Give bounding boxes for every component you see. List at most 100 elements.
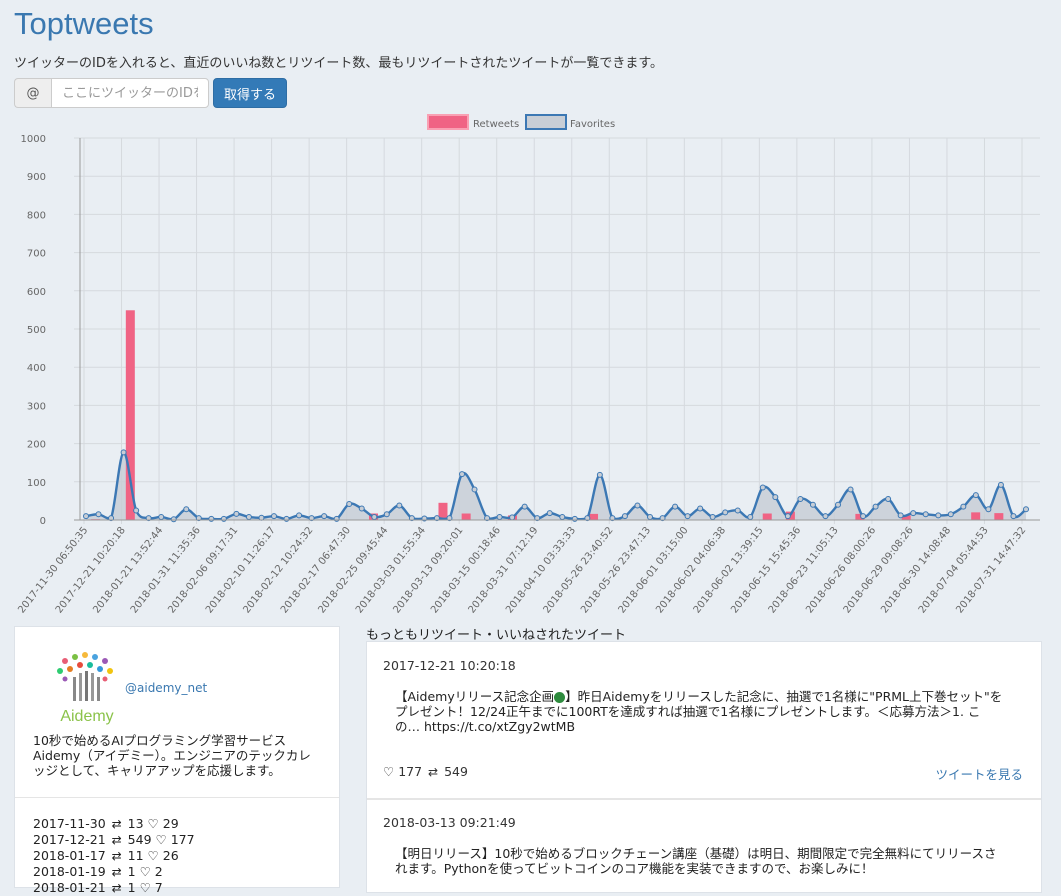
profile-handle-link[interactable]: @aidemy_net (125, 681, 208, 695)
favorites-point (672, 503, 679, 510)
favorites-point (170, 516, 177, 523)
aidemy-logo-icon: Aidemy (57, 652, 114, 725)
favorites-point (609, 515, 616, 522)
favorites-point (559, 513, 566, 520)
favorites-point (258, 514, 265, 521)
history-date: 2018-01-17 (33, 848, 110, 863)
top-tweets-heading: もっともリツイート・いいねされたツイート (366, 628, 627, 643)
history-retweets: 1 (123, 864, 140, 879)
favorites-point (195, 515, 202, 522)
history-date: 2018-01-19 (33, 864, 110, 879)
x-tick-label: 2018-06-26 08:00:26 (804, 525, 878, 615)
retweet-icon: ⇄ (111, 865, 122, 879)
favorites-point (1010, 513, 1017, 520)
history-retweets: 1 (123, 880, 140, 895)
favorites-line (85, 451, 1027, 521)
history-retweets: 549 (123, 832, 156, 847)
favorites-point (358, 505, 365, 512)
favorites-point (484, 515, 491, 522)
retweets-bar (971, 512, 981, 520)
favorites-point (396, 502, 403, 509)
x-tick-label: 2018-07-31 14:47:32 (954, 525, 1028, 615)
x-tick-label: 2018-02-17 06:47:30 (279, 525, 353, 615)
heart-icon: ♡ (147, 848, 159, 863)
history-date: 2017-12-21 (33, 832, 110, 847)
twitter-id-input[interactable] (51, 78, 209, 108)
heart-icon: ♡ (155, 832, 167, 847)
x-tick-label: 2018-02-25 09:45:44 (316, 525, 390, 615)
tree-emoji-icon (554, 692, 566, 703)
page-title: Toptweets (14, 6, 154, 41)
profile-card: Aidemy @aidemy_net 10秒で始めるAIプログラミング学習サービ… (15, 627, 339, 798)
favorites-point (245, 513, 252, 520)
favorites-point (509, 514, 516, 521)
history-retweets: 13 (123, 816, 148, 831)
favorites-point (271, 513, 277, 520)
favorites-point (897, 512, 904, 519)
favorites-point (621, 513, 628, 520)
retweets-bar (762, 513, 772, 520)
tweet-text-part: 【Aidemyリリース記念企画 (395, 689, 555, 704)
favorites-point (910, 510, 917, 517)
heart-icon: ♡ (139, 864, 151, 879)
favorites-point (659, 515, 666, 522)
y-tick-label: 1000 (21, 134, 46, 145)
history-favorites: 177 (166, 832, 195, 847)
retweets-bar (855, 513, 865, 520)
favorites-point (997, 481, 1004, 488)
heart-icon: ♡ (383, 764, 395, 779)
x-tick-label: 2018-05-26 23:47:13 (579, 525, 653, 615)
view-tweet-link[interactable]: ツイートを見る (935, 767, 1023, 782)
favorites-point (784, 513, 791, 520)
favorites-point (133, 507, 140, 514)
favorites-point (722, 509, 729, 516)
favorites-point (371, 513, 378, 520)
legend-favorites-label: Favorites (570, 119, 615, 130)
fetch-button[interactable]: 取得する (213, 78, 288, 108)
heart-icon: ♡ (139, 880, 151, 895)
favorites-point (596, 471, 603, 478)
favorites-point (584, 515, 591, 522)
profile-panel: Aidemy @aidemy_net 10秒で始めるAIプログラミング学習サービ… (14, 626, 340, 895)
history-favorites: 2 (150, 864, 163, 879)
retweet-icon: ⇄ (111, 833, 122, 847)
favorites-point (809, 501, 816, 508)
x-tick-label: 2018-03-15 00:18:46 (429, 525, 503, 615)
favorites-point (747, 513, 754, 520)
favorites-point (183, 506, 190, 513)
favorites-point (233, 510, 240, 517)
favorites-point (446, 515, 453, 522)
x-tick-label: 2018-06-23 11:05:13 (767, 525, 841, 615)
favorites-point (108, 515, 115, 522)
favorites-point (1023, 506, 1029, 513)
favorites-area (86, 452, 1026, 520)
history-retweets: 11 (123, 848, 148, 863)
page-subtitle: ツイッターのIDを入れると、直近のいいね数とリツイート数、最もリツイートされたツ… (14, 56, 664, 71)
favorites-point (521, 503, 528, 510)
favorites-point (709, 513, 716, 520)
favorites-point (835, 501, 841, 508)
favorites-point (534, 515, 541, 522)
profile-description: 10秒で始めるAIプログラミング学習サービスAidemy（アイデミー）。エンジニ… (33, 733, 311, 778)
favorites-point (158, 513, 165, 520)
favorites-point (220, 515, 227, 522)
tweet-date: 2017-12-21 10:20:18 (383, 658, 516, 673)
retweet-icon: ⇄ (111, 817, 122, 831)
favorites-point (734, 507, 741, 514)
legend-retweets-label: Retweets (473, 119, 519, 130)
favorites-point (408, 515, 415, 522)
y-tick-label: 200 (27, 440, 46, 451)
history-list: 2017-11-30 ⇄ 13 ♡ 29 2017-12-21 ⇄ 549 ♡ 1… (15, 798, 339, 896)
favorites-point (208, 515, 215, 522)
search-form: @ 取得する (14, 78, 288, 108)
history-row: 2018-01-17 ⇄ 11 ♡ 26 (33, 848, 339, 864)
favorites-point (922, 511, 929, 518)
x-tick-label: 2017-12-21 10:20:18 (54, 525, 128, 615)
favorites-point (935, 512, 942, 519)
favorites-point (847, 486, 854, 493)
x-tick-label: 2018-06-30 14:08:48 (879, 525, 953, 615)
favorites-point (95, 511, 102, 518)
history-date: 2018-01-21 (33, 880, 110, 895)
x-tick-label: 2018-03-13 09:20:01 (392, 525, 466, 615)
favorites-point (283, 515, 290, 522)
